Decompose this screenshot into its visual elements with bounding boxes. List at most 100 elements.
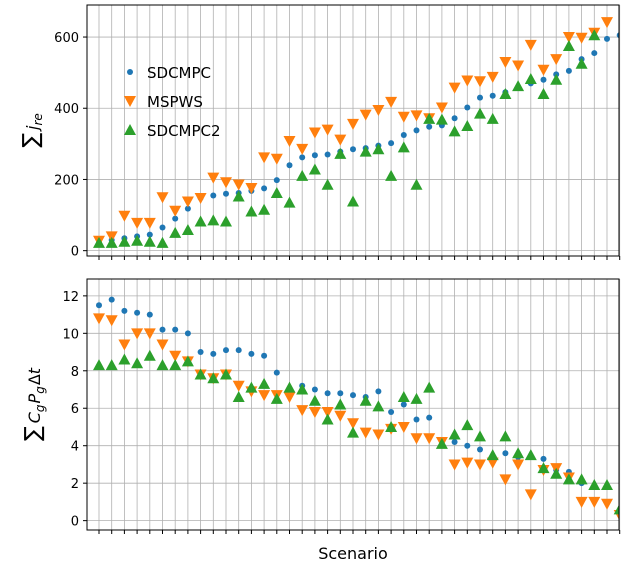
data-point-mspws xyxy=(562,32,575,44)
data-point-sdcmpc xyxy=(273,177,280,184)
t-symbol: t xyxy=(25,367,44,374)
data-point-sdcmpc2 xyxy=(334,398,347,410)
y-tick-label: 0 xyxy=(71,515,79,530)
data-point-sdcmpc2 xyxy=(245,205,258,217)
data-point-sdcmpc2 xyxy=(512,80,525,92)
data-point-sdcmpc xyxy=(464,104,471,111)
data-point-mspws xyxy=(156,339,169,351)
data-point-sdcmpc2 xyxy=(308,163,321,175)
y-tick-label: 10 xyxy=(62,327,79,342)
data-point-mspws xyxy=(118,210,131,222)
data-point-sdcmpc2 xyxy=(461,120,474,132)
data-point-sdcmpc xyxy=(261,185,268,192)
data-point-sdcmpc2 xyxy=(613,504,619,515)
data-point-sdcmpc xyxy=(223,190,229,197)
data-point-sdcmpc xyxy=(400,401,407,408)
data-point-sdcmpc2 xyxy=(410,178,423,190)
data-point-sdcmpc xyxy=(248,350,255,357)
data-point-sdcmpc xyxy=(489,92,496,99)
data-point-mspws xyxy=(245,182,258,194)
data-point-mspws xyxy=(93,313,105,325)
data-point-sdcmpc xyxy=(299,154,306,161)
data-point-sdcmpc xyxy=(261,352,268,359)
data-point-sdcmpc2 xyxy=(512,447,525,459)
re-subscript: re xyxy=(31,113,45,125)
data-point-mspws xyxy=(486,457,499,469)
data-point-sdcmpc2 xyxy=(143,235,156,247)
data-point-sdcmpc xyxy=(400,131,407,138)
data-point-mspws xyxy=(207,172,220,184)
data-point-sdcmpc xyxy=(273,369,280,376)
data-point-sdcmpc xyxy=(451,115,458,122)
data-point-mspws xyxy=(258,390,271,402)
data-point-sdcmpc2 xyxy=(156,236,169,248)
data-point-sdcmpc xyxy=(311,386,318,393)
j-symbol: j xyxy=(23,125,42,132)
data-point-sdcmpc2 xyxy=(397,391,410,403)
data-point-sdcmpc2 xyxy=(372,143,385,155)
data-point-mspws xyxy=(372,429,385,441)
data-point-mspws xyxy=(575,496,588,508)
data-point-mspws xyxy=(181,196,194,208)
data-point-sdcmpc xyxy=(121,307,128,314)
data-point-mspws xyxy=(118,339,131,351)
data-point-sdcmpc2 xyxy=(181,224,194,236)
data-point-sdcmpc2 xyxy=(118,353,131,365)
data-point-mspws xyxy=(131,328,144,340)
data-point-sdcmpc2 xyxy=(258,203,271,215)
data-point-mspws xyxy=(220,177,232,189)
data-point-sdcmpc2 xyxy=(93,359,105,371)
data-point-sdcmpc xyxy=(464,442,471,449)
data-point-mspws xyxy=(601,498,613,510)
data-point-mspws xyxy=(372,105,385,117)
legend-label-sdcmpc: SDCMPC xyxy=(147,64,211,82)
data-point-mspws xyxy=(575,32,588,44)
data-point-mspws xyxy=(105,315,118,327)
data-point-sdcmpc xyxy=(375,388,382,395)
data-point-sdcmpc2 xyxy=(601,479,613,491)
data-point-mspws xyxy=(143,217,156,229)
data-point-sdcmpc xyxy=(159,326,166,333)
data-point-sdcmpc2 xyxy=(131,234,144,246)
data-point-sdcmpc xyxy=(413,416,420,423)
data-point-mspws xyxy=(601,17,613,29)
sum-sign: ∑ xyxy=(19,133,44,148)
data-point-mspws xyxy=(359,427,372,439)
markers xyxy=(93,17,619,248)
data-point-sdcmpc2 xyxy=(334,147,347,159)
data-point-mspws xyxy=(410,433,423,445)
data-point-sdcmpc2 xyxy=(156,359,169,371)
data-point-sdcmpc xyxy=(223,347,229,354)
data-point-sdcmpc xyxy=(426,414,433,421)
data-point-sdcmpc2 xyxy=(474,107,486,119)
data-point-sdcmpc2 xyxy=(385,420,398,432)
data-point-mspws xyxy=(410,110,423,122)
data-point-sdcmpc2 xyxy=(575,57,588,69)
data-point-mspws xyxy=(524,39,537,51)
data-point-mspws xyxy=(474,459,486,471)
data-point-mspws xyxy=(270,153,283,165)
data-point-sdcmpc2 xyxy=(296,383,309,395)
data-point-sdcmpc2 xyxy=(245,381,258,393)
data-point-sdcmpc2 xyxy=(118,235,131,247)
sum-sign: ∑ xyxy=(21,426,46,441)
y-axis-label: ∑jre xyxy=(19,113,45,148)
data-point-mspws xyxy=(512,60,525,72)
data-point-sdcmpc2 xyxy=(550,73,563,85)
data-point-sdcmpc2 xyxy=(537,88,550,100)
data-point-sdcmpc xyxy=(616,32,619,39)
data-point-mspws xyxy=(461,75,474,87)
data-point-mspws xyxy=(448,82,461,94)
data-point-sdcmpc xyxy=(502,450,509,457)
data-point-sdcmpc2 xyxy=(321,178,334,190)
data-point-sdcmpc xyxy=(235,347,242,354)
data-point-sdcmpc2 xyxy=(232,391,245,403)
data-point-sdcmpc2 xyxy=(410,392,423,404)
data-point-mspws xyxy=(169,350,182,362)
data-point-sdcmpc xyxy=(451,438,458,445)
data-point-sdcmpc2 xyxy=(181,355,194,367)
data-point-sdcmpc xyxy=(350,146,356,153)
data-point-sdcmpc xyxy=(108,296,115,303)
data-point-mspws xyxy=(334,134,347,146)
data-point-mspws xyxy=(397,421,410,433)
